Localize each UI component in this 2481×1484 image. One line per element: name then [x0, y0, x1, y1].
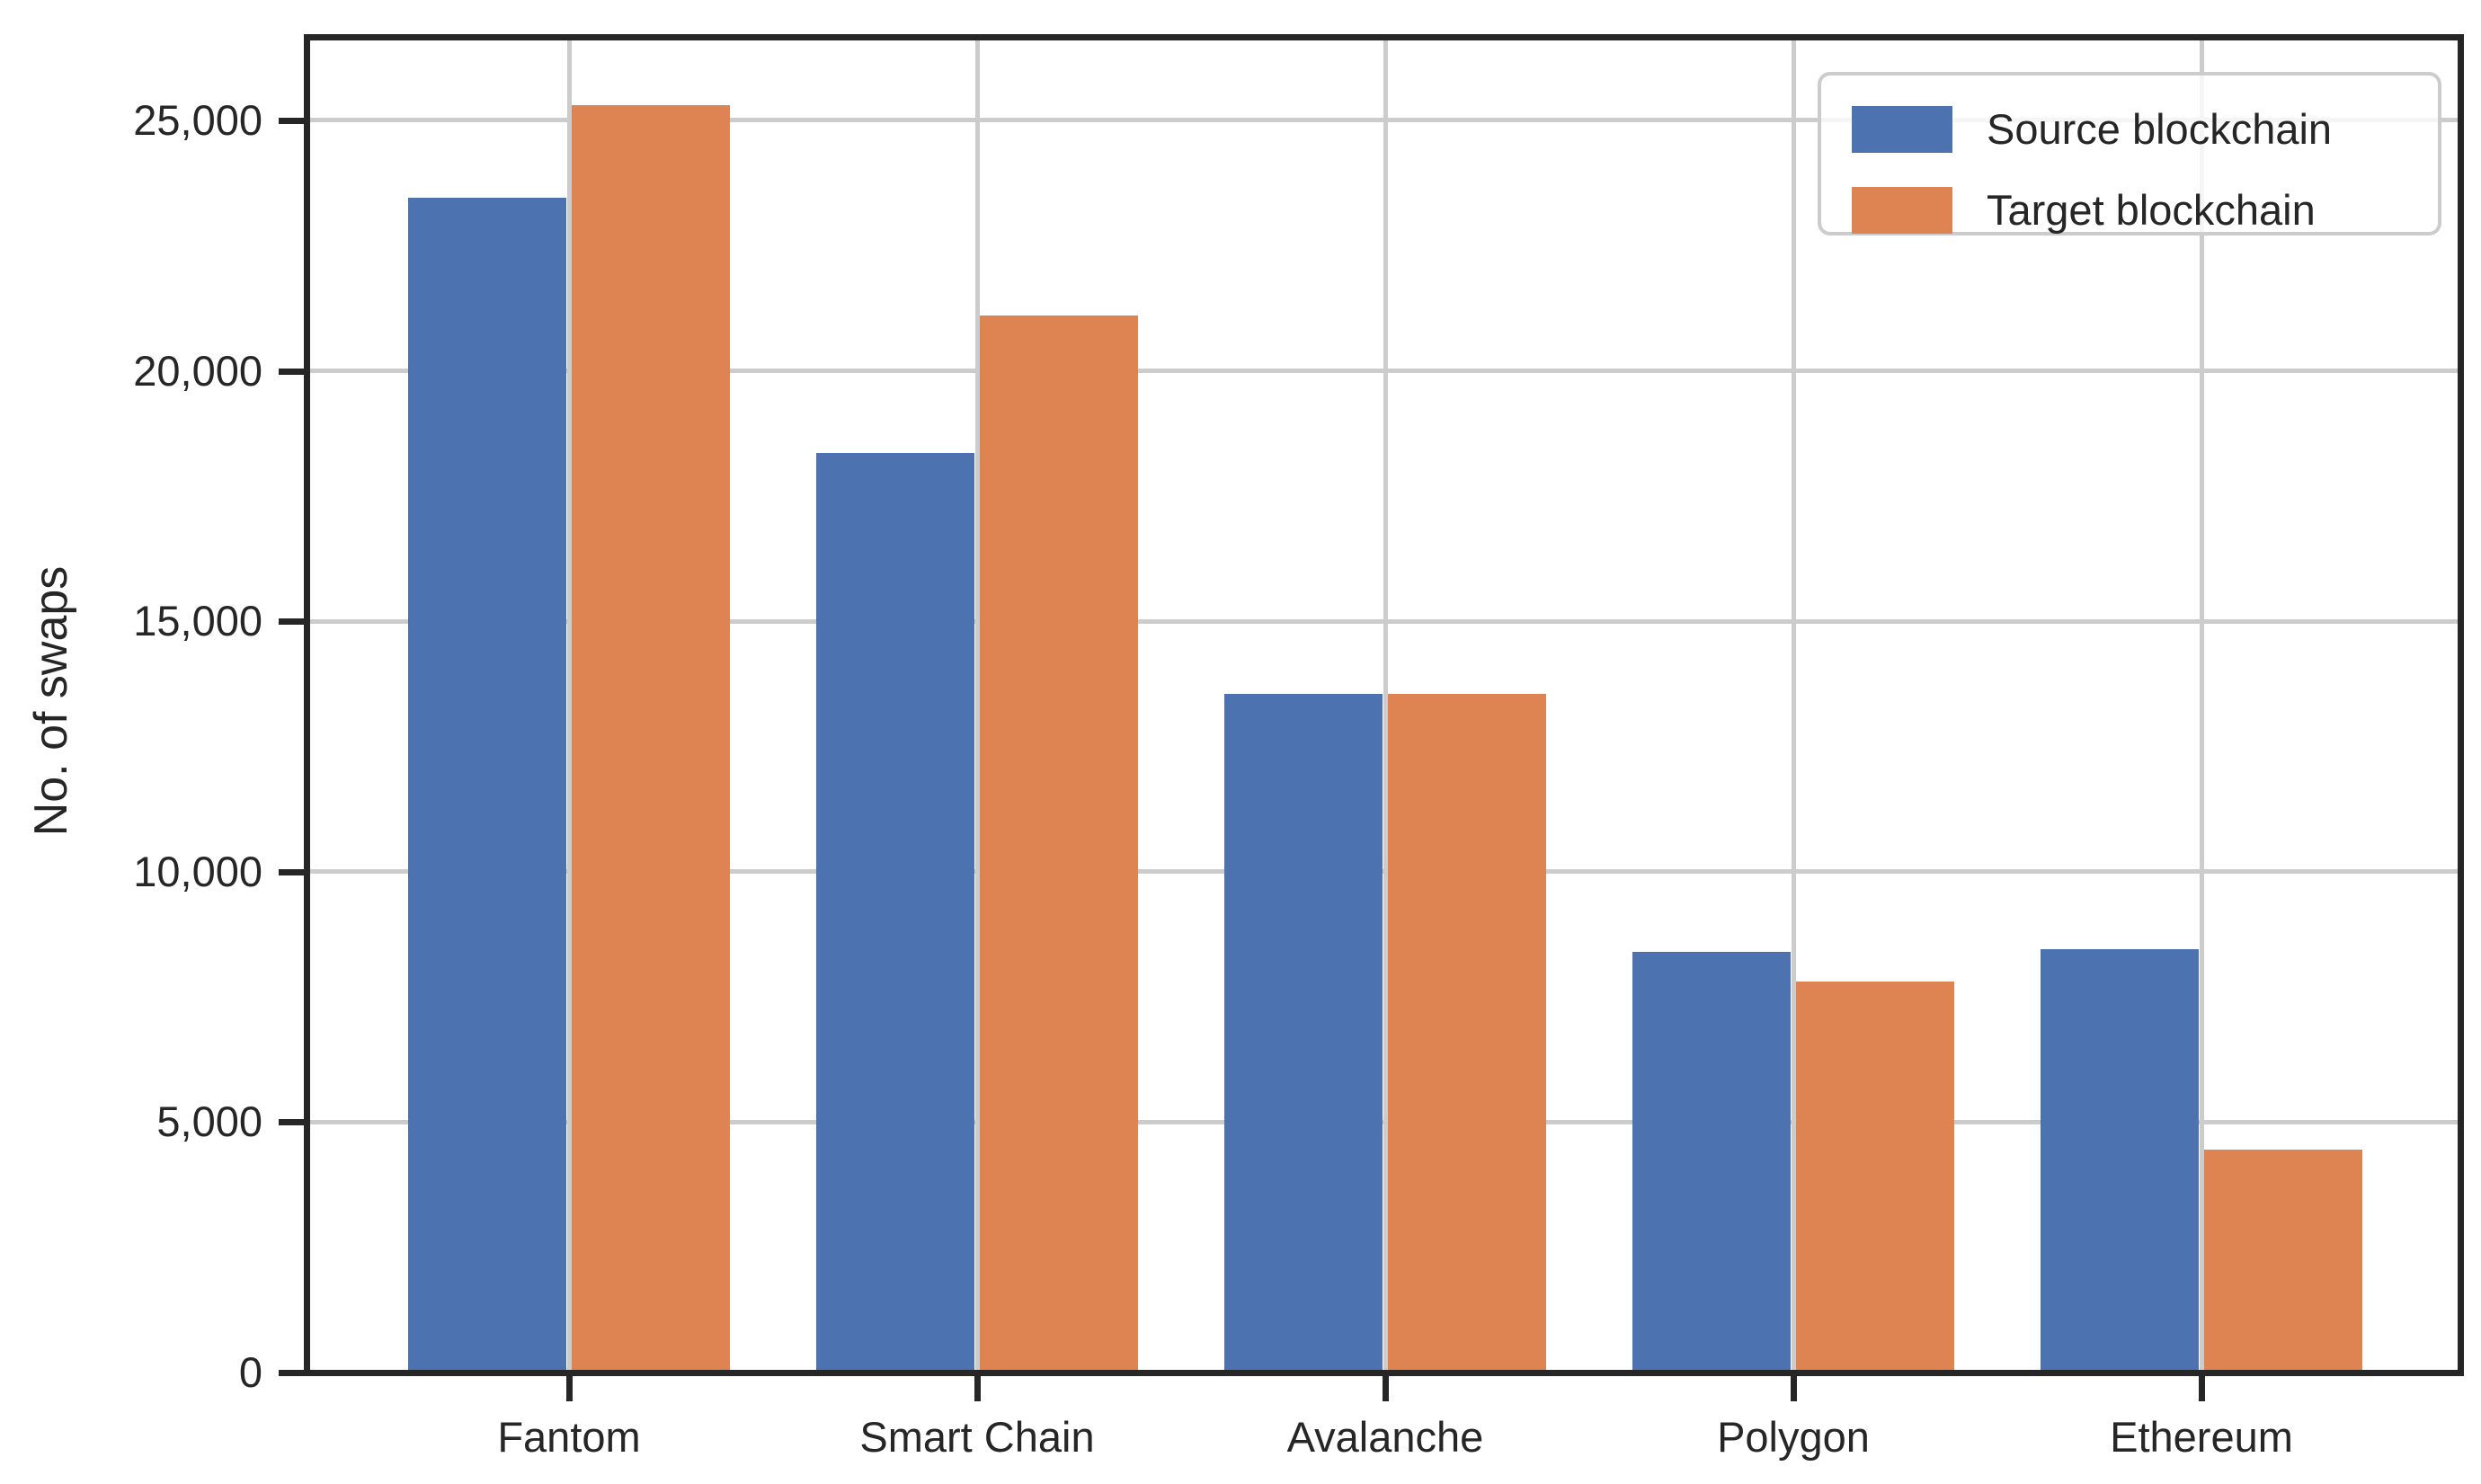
- y-tick-mark: [279, 869, 304, 875]
- x-tick-mark: [2199, 1376, 2205, 1401]
- y-tick-mark: [279, 369, 304, 375]
- y-tick-mark: [279, 1370, 304, 1376]
- x-tick-mark: [1791, 1376, 1797, 1401]
- x-tick-label-ethereum: Ethereum: [2110, 1413, 2293, 1461]
- bar-smart-chain-source-blockchain: [816, 453, 974, 1373]
- axis-spine-right: [2458, 34, 2464, 1376]
- x-tick-mark: [1383, 1376, 1389, 1401]
- legend-label-source-blockchain: Source blockchain: [1987, 105, 2333, 153]
- x-tick-label-avalanche: Avalanche: [1286, 1413, 1484, 1461]
- bar-smart-chain-target-blockchain: [980, 315, 1138, 1373]
- y-tick-mark: [279, 1119, 304, 1125]
- y-tick-label: 15,000: [133, 597, 262, 644]
- legend-item-target-blockchain: Target blockchain: [1852, 183, 2316, 237]
- x-tick-label-smart-chain: Smart Chain: [859, 1413, 1095, 1461]
- y-tick-mark: [279, 618, 304, 625]
- y-tick-label: 25,000: [133, 96, 262, 144]
- y-tick-label: 20,000: [133, 347, 262, 395]
- axis-spine-bottom: [304, 1370, 2464, 1376]
- x-tick-label-polygon: Polygon: [1717, 1413, 1870, 1461]
- legend-label-target-blockchain: Target blockchain: [1987, 186, 2316, 234]
- gridline-vertical-polygon: [1792, 38, 1796, 1373]
- axis-spine-left: [304, 34, 310, 1376]
- legend: Source blockchain Target blockchain: [1818, 72, 2441, 235]
- y-tick-mark: [279, 118, 304, 124]
- bar-polygon-source-blockchain: [1632, 952, 1791, 1373]
- gridline-vertical-ethereum: [2200, 38, 2204, 1373]
- bar-polygon-target-blockchain: [1796, 982, 1954, 1373]
- legend-swatch-target-blockchain: [1852, 187, 1952, 234]
- legend-swatch-source-blockchain: [1852, 106, 1952, 153]
- gridline-vertical-smart-chain: [975, 38, 980, 1373]
- y-tick-label: 10,000: [133, 848, 262, 895]
- gridline-vertical-avalanche: [1383, 38, 1388, 1373]
- bar-ethereum-target-blockchain: [2204, 1150, 2362, 1373]
- bar-ethereum-source-blockchain: [2041, 949, 2199, 1373]
- bar-avalanche-target-blockchain: [1388, 694, 1546, 1373]
- x-tick-mark: [974, 1376, 981, 1401]
- axis-spine-top: [304, 34, 2464, 40]
- legend-item-source-blockchain: Source blockchain: [1852, 102, 2332, 156]
- bar-fantom-target-blockchain: [572, 105, 730, 1373]
- x-tick-mark: [566, 1376, 573, 1401]
- bar-fantom-source-blockchain: [408, 198, 566, 1373]
- x-tick-label-fantom: Fantom: [497, 1413, 641, 1461]
- bar-avalanche-source-blockchain: [1224, 694, 1383, 1373]
- y-tick-label: 0: [238, 1348, 262, 1396]
- gridline-vertical-fantom: [567, 38, 572, 1373]
- y-tick-label: 5,000: [156, 1097, 262, 1145]
